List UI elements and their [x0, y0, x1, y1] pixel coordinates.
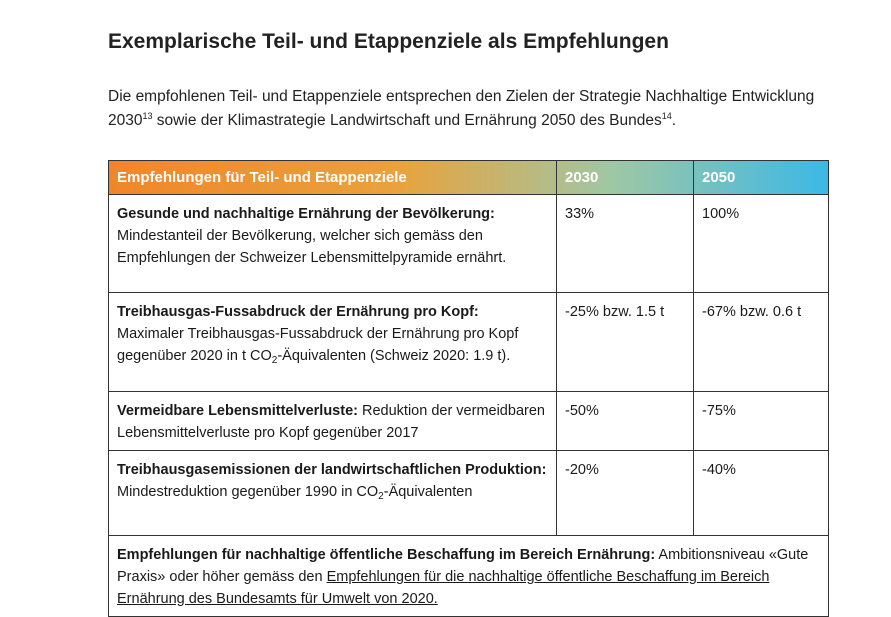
procurement-title: Empfehlungen für nachhaltige öffentliche…: [117, 547, 656, 563]
goal-title: Treibhausgasemissionen der landwirtschaf…: [117, 462, 547, 478]
value-2050: -67% bzw. 0.6 t: [693, 292, 829, 392]
goal-description: Maximaler Treibhausgas-Fussabdruck der E…: [117, 326, 519, 364]
footnote-13[interactable]: 13: [142, 111, 153, 121]
value-2030: 33%: [556, 194, 694, 293]
value-2050: -75%: [693, 391, 829, 451]
goals-table: Empfehlungen für Teil- und Etappenziele …: [108, 160, 829, 617]
goal-cell: Gesunde und nachhaltige Ernährung der Be…: [108, 194, 557, 293]
table-footer-row: Empfehlungen für nachhaltige öffentliche…: [108, 535, 829, 617]
page-title: Exemplarische Teil- und Etappenziele als…: [108, 30, 669, 53]
table-row: Treibhausgasemissionen der landwirtschaf…: [108, 450, 829, 536]
intro-text-3: .: [671, 112, 677, 129]
value-2030: -20%: [556, 450, 694, 536]
intro-text-1: Die empfohlenen Teil- und Etappenziele e…: [108, 88, 815, 129]
procurement-link[interactable]: Empfehlungen für die nachhaltige öffentl…: [117, 569, 770, 607]
goal-title: Treibhausgas-Fussabdruck der Ernährung p…: [117, 304, 479, 320]
goal-title: Vermeidbare Lebensmittelverluste:: [117, 403, 358, 419]
goal-cell: Vermeidbare Lebensmittelverluste: Redukt…: [108, 391, 557, 451]
goal-description: Mindestanteil der Bevölkerung, welcher s…: [117, 228, 507, 266]
intro-paragraph: Die empfohlenen Teil- und Etappenziele e…: [108, 85, 828, 133]
intro-text-2: sowie der Klimastrategie Landwirtschaft …: [152, 112, 662, 129]
goal-description-cont: -Äquivalenten (Schweiz 2020: 1.9 t).: [277, 348, 511, 364]
value-2050: 100%: [693, 194, 829, 293]
table-row: Treibhausgas-Fussabdruck der Ernährung p…: [108, 292, 829, 392]
goal-cell: Treibhausgas-Fussabdruck der Ernährung p…: [108, 292, 557, 392]
table-row: Gesunde und nachhaltige Ernährung der Be…: [108, 194, 829, 293]
procurement-cell: Empfehlungen für nachhaltige öffentliche…: [108, 535, 829, 617]
header-2030: 2030: [556, 160, 694, 195]
value-2030: -50%: [556, 391, 694, 451]
header-recommendations: Empfehlungen für Teil- und Etappenziele: [108, 160, 557, 195]
goal-description: Mindestreduktion gegenüber 1990 in CO: [117, 484, 379, 500]
value-2030: -25% bzw. 1.5 t: [556, 292, 694, 392]
goal-title: Gesunde und nachhaltige Ernährung der Be…: [117, 206, 495, 222]
goal-cell: Treibhausgasemissionen der landwirtschaf…: [108, 450, 557, 536]
value-2050: -40%: [693, 450, 829, 536]
goal-description: Reduktion der vermeidbaren Lebensmittelv…: [117, 403, 545, 441]
subscript-2: 2: [271, 355, 278, 366]
procurement-text: Ambitionsniveau «Gute Praxis» oder höher…: [117, 547, 809, 585]
footnote-14[interactable]: 14: [661, 111, 672, 121]
header-2050: 2050: [693, 160, 829, 195]
subscript-2: 2: [378, 491, 384, 502]
table-header-row: Empfehlungen für Teil- und Etappenziele …: [108, 160, 829, 195]
goal-description-cont: -Äquivalenten: [383, 484, 473, 500]
table-row: Vermeidbare Lebensmittelverluste: Redukt…: [108, 391, 829, 451]
